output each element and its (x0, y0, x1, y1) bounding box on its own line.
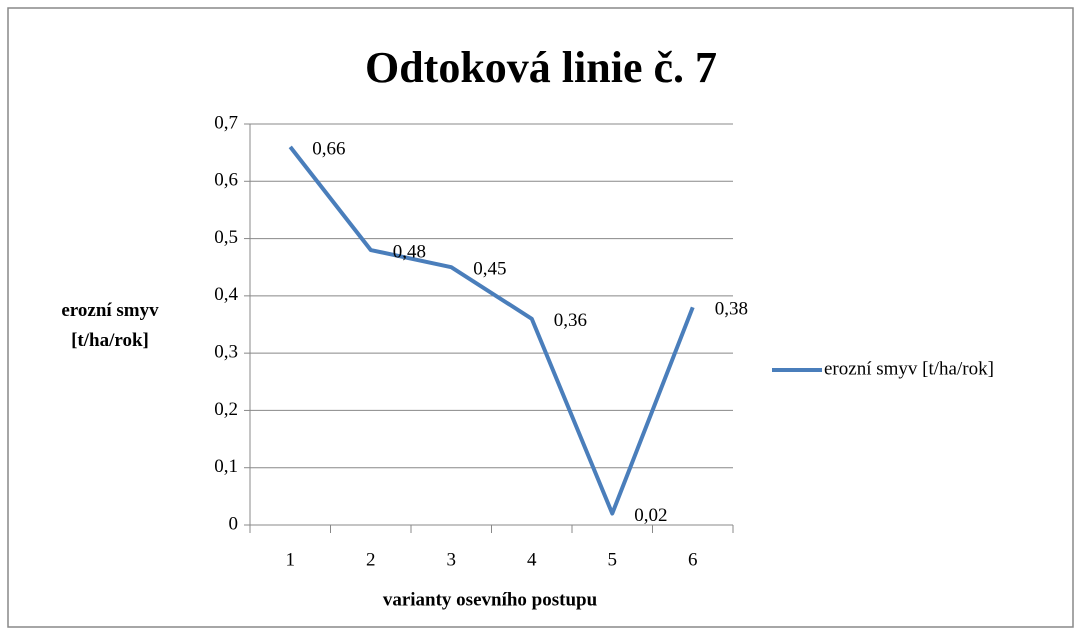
y-tick-label: 0,5 (214, 227, 238, 248)
x-tick-label: 6 (688, 549, 698, 570)
x-tick-label: 4 (527, 549, 537, 570)
data-label: 0,48 (393, 241, 426, 262)
legend-label: erozní smyv [t/ha/rok] (824, 358, 994, 379)
chart-border (7, 7, 1074, 628)
data-label: 0,38 (715, 299, 748, 320)
x-tick-label: 2 (366, 549, 376, 570)
y-tick-label: 0,2 (214, 399, 238, 420)
y-tick-label: 0,3 (214, 342, 238, 363)
x-tick-label: 5 (608, 549, 618, 570)
x-axis-label: varianty osevního postupu (383, 589, 598, 610)
x-tick-label: 3 (447, 549, 457, 570)
y-tick-label: 0,1 (214, 456, 238, 477)
y-tick-label: 0,6 (214, 170, 238, 191)
x-tick-label: 1 (286, 549, 296, 570)
data-label: 0,45 (473, 259, 506, 280)
data-label: 0,66 (312, 138, 345, 159)
chart-title: Odtoková linie č. 7 (365, 43, 717, 92)
y-tick-label: 0,7 (214, 112, 238, 133)
y-axis-label: erozní smyv [t/ha/rok] (61, 300, 159, 351)
y-tick-label: 0 (229, 513, 239, 534)
data-label: 0,36 (554, 310, 587, 331)
y-tick-label: 0,4 (214, 284, 238, 305)
data-line (288, 145, 695, 516)
data-label: 0,02 (634, 505, 667, 526)
